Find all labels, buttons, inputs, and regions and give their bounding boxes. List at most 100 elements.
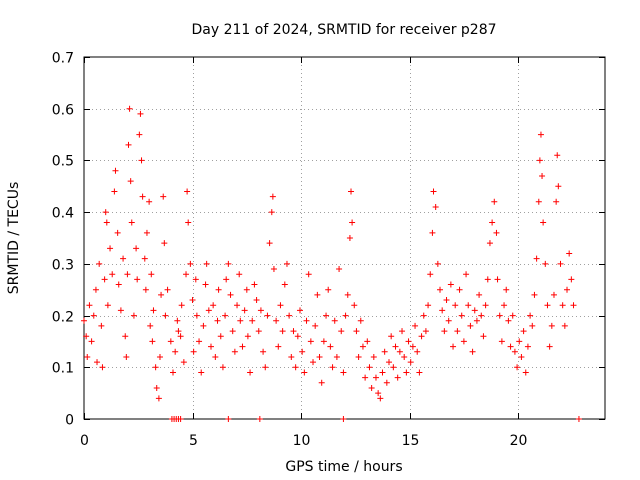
data-point xyxy=(86,302,93,309)
data-point xyxy=(120,255,127,262)
data-point xyxy=(237,317,244,324)
data-point xyxy=(111,188,118,195)
data-point xyxy=(214,317,221,324)
data-point xyxy=(164,286,171,293)
x-axis-ticks: 0 5 10 15 20 xyxy=(80,57,527,449)
data-point xyxy=(156,353,163,360)
data-point xyxy=(249,317,256,324)
data-point xyxy=(535,198,542,205)
data-point xyxy=(146,198,153,205)
data-point xyxy=(279,328,286,335)
y-tick-label: 0.5 xyxy=(52,154,74,170)
data-point xyxy=(501,302,508,309)
data-point xyxy=(505,317,512,324)
y-axis-label: SRMTID / TECUs xyxy=(6,182,22,295)
data-point xyxy=(412,322,419,329)
data-point xyxy=(554,152,561,159)
data-point xyxy=(138,157,145,164)
data-point xyxy=(158,291,165,298)
data-point xyxy=(531,291,538,298)
data-point xyxy=(149,338,156,345)
data-point xyxy=(441,328,448,335)
data-point xyxy=(529,322,536,329)
data-point xyxy=(162,312,169,319)
data-point xyxy=(198,369,205,376)
data-point xyxy=(575,416,582,422)
data-point xyxy=(107,245,114,252)
data-point xyxy=(420,312,427,319)
data-point xyxy=(175,328,182,335)
data-point xyxy=(153,384,160,391)
data-point xyxy=(136,131,143,138)
data-point xyxy=(247,369,254,376)
data-point xyxy=(96,260,103,267)
data-point xyxy=(288,353,295,360)
data-point xyxy=(255,328,262,335)
data-point xyxy=(231,348,238,355)
data-point xyxy=(336,266,343,273)
data-point xyxy=(200,322,207,329)
data-point xyxy=(177,416,184,422)
data-point xyxy=(202,281,209,288)
data-point xyxy=(362,374,369,381)
data-point xyxy=(307,338,314,345)
data-point xyxy=(183,271,190,278)
data-point xyxy=(355,353,362,360)
data-point xyxy=(445,317,452,324)
data-point xyxy=(241,307,248,314)
data-point xyxy=(312,322,319,329)
y-tick-label: 0.4 xyxy=(52,206,74,222)
data-point xyxy=(491,198,498,205)
data-point xyxy=(564,286,571,293)
data-point xyxy=(520,328,527,335)
data-point xyxy=(346,235,353,241)
data-point xyxy=(568,276,575,283)
data-point xyxy=(236,271,243,278)
data-points xyxy=(81,105,582,422)
data-point xyxy=(142,286,149,293)
data-point xyxy=(486,240,493,247)
data-point xyxy=(134,276,141,283)
data-point xyxy=(533,255,540,262)
data-point xyxy=(329,364,336,371)
data-point xyxy=(553,198,560,205)
data-point xyxy=(364,338,371,345)
data-point xyxy=(325,286,332,293)
data-point xyxy=(123,353,130,360)
data-point xyxy=(94,359,101,366)
data-point xyxy=(115,281,122,288)
data-point xyxy=(318,379,325,386)
data-point xyxy=(379,369,386,376)
data-point xyxy=(539,172,546,179)
data-point xyxy=(427,271,434,278)
data-point xyxy=(180,359,187,366)
data-point xyxy=(223,276,230,283)
data-point xyxy=(509,312,516,319)
data-point xyxy=(348,188,355,195)
data-point xyxy=(225,416,232,422)
data-point xyxy=(268,209,275,216)
data-point xyxy=(299,348,306,355)
data-point xyxy=(370,353,377,360)
data-point xyxy=(403,369,410,376)
data-point xyxy=(83,333,90,340)
data-point xyxy=(425,302,432,309)
data-point xyxy=(314,291,321,298)
data-point xyxy=(126,105,133,112)
data-point xyxy=(467,322,474,329)
data-point xyxy=(503,286,510,293)
data-point xyxy=(104,302,111,309)
data-point xyxy=(141,255,148,262)
data-point xyxy=(310,359,317,366)
data-point xyxy=(399,328,406,335)
data-point xyxy=(484,276,491,283)
data-point xyxy=(225,260,232,267)
data-point xyxy=(439,307,446,314)
data-point xyxy=(217,333,224,340)
data-point xyxy=(212,353,219,360)
data-point xyxy=(447,281,454,288)
data-point xyxy=(570,302,577,309)
data-point xyxy=(546,343,553,350)
data-point xyxy=(401,353,408,360)
